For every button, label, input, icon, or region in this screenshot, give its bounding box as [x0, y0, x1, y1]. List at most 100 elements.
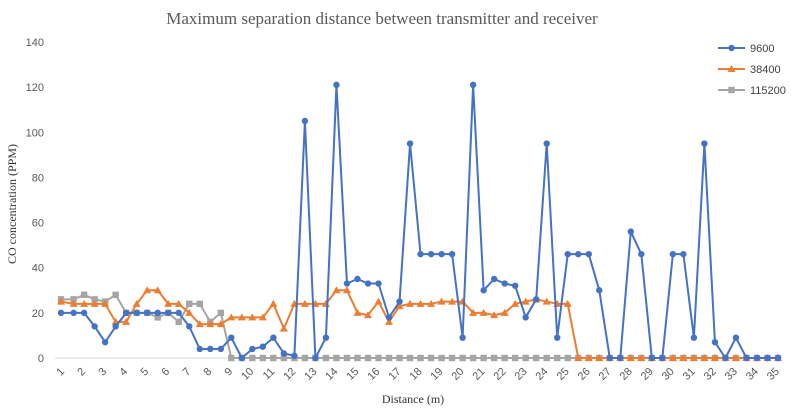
data-point	[153, 286, 162, 294]
data-point	[175, 318, 182, 326]
x-tick-label: 10	[239, 366, 256, 383]
x-tick-label: 14	[323, 366, 340, 383]
data-point	[490, 311, 499, 319]
data-point	[511, 354, 519, 362]
data-point	[291, 352, 298, 359]
data-point	[564, 354, 571, 362]
data-point	[638, 250, 645, 258]
data-point	[133, 309, 140, 317]
x-tick-label: 7	[180, 366, 193, 379]
data-point	[511, 282, 519, 289]
data-point	[437, 297, 446, 305]
data-point	[396, 354, 403, 362]
legend-entry: 9600	[718, 43, 774, 55]
data-point	[143, 286, 152, 294]
data-point	[648, 354, 656, 362]
data-point	[70, 296, 77, 303]
data-point	[459, 334, 466, 341]
data-point	[753, 354, 761, 362]
data-point	[427, 354, 435, 362]
data-point	[364, 280, 372, 287]
data-point	[312, 354, 319, 362]
x-tick-label: 31	[681, 366, 698, 383]
series-38400	[57, 286, 782, 361]
legend-label: 9600	[750, 43, 774, 55]
data-point	[57, 297, 65, 305]
data-point	[385, 314, 393, 321]
data-point	[732, 334, 740, 341]
data-point	[543, 140, 550, 147]
data-point	[175, 309, 182, 317]
x-tick-label: 20	[449, 366, 466, 383]
data-point	[689, 354, 698, 361]
series-9600	[57, 81, 782, 362]
data-point	[280, 354, 288, 362]
data-point	[406, 354, 414, 362]
y-axis-label: CO concentration (PPM)	[5, 144, 19, 264]
data-point	[438, 250, 445, 258]
data-point	[659, 354, 666, 362]
data-point	[259, 343, 267, 350]
data-point	[596, 287, 603, 294]
data-point	[417, 354, 424, 362]
data-point	[248, 313, 257, 321]
data-point	[269, 299, 278, 307]
legend: 9600 38400 115200	[718, 43, 786, 97]
data-point	[196, 345, 203, 353]
x-tick-label: 34	[744, 366, 761, 383]
x-tick-label: 28	[618, 366, 635, 383]
data-point	[731, 354, 740, 361]
x-tick-label: 4	[117, 366, 130, 379]
data-point	[626, 354, 635, 361]
data-point	[375, 280, 382, 287]
data-point	[690, 334, 698, 341]
x-tick-label: 17	[386, 366, 403, 383]
data-point	[228, 334, 235, 341]
data-point	[154, 314, 161, 321]
data-point	[501, 280, 508, 287]
data-point	[554, 334, 561, 341]
data-point	[333, 354, 340, 362]
data-point	[532, 354, 540, 362]
data-point	[500, 308, 509, 316]
y-tick-label: 0	[38, 353, 44, 365]
data-point	[280, 350, 288, 357]
data-point	[480, 354, 487, 362]
data-point	[417, 250, 424, 258]
x-tick-label: 5	[138, 366, 151, 379]
data-point	[259, 354, 267, 362]
data-point	[228, 354, 235, 362]
data-point	[711, 339, 719, 346]
data-point	[217, 345, 225, 353]
x-tick-label: 30	[660, 366, 677, 383]
data-point	[165, 309, 172, 317]
data-point	[343, 280, 351, 287]
data-point	[584, 354, 593, 361]
data-point	[469, 81, 477, 89]
data-point	[80, 309, 88, 317]
data-point	[542, 297, 551, 305]
data-point	[416, 299, 425, 307]
data-point	[385, 354, 393, 362]
data-point	[270, 334, 277, 341]
data-point	[186, 300, 193, 308]
x-tick-label: 27	[597, 366, 614, 383]
data-point	[112, 323, 119, 330]
data-point	[727, 65, 736, 72]
data-point	[743, 354, 750, 362]
data-point	[185, 308, 194, 316]
x-tick-label: 11	[261, 366, 278, 383]
data-point	[669, 250, 677, 258]
data-point	[679, 354, 688, 361]
data-point	[154, 309, 161, 317]
data-point	[774, 354, 782, 362]
x-tick-label: 35	[765, 366, 782, 383]
data-point	[216, 320, 225, 328]
series-layer	[57, 81, 782, 362]
data-point	[469, 308, 478, 316]
data-point	[249, 345, 256, 353]
data-point	[448, 354, 456, 362]
x-tick-label: 19	[428, 366, 445, 383]
